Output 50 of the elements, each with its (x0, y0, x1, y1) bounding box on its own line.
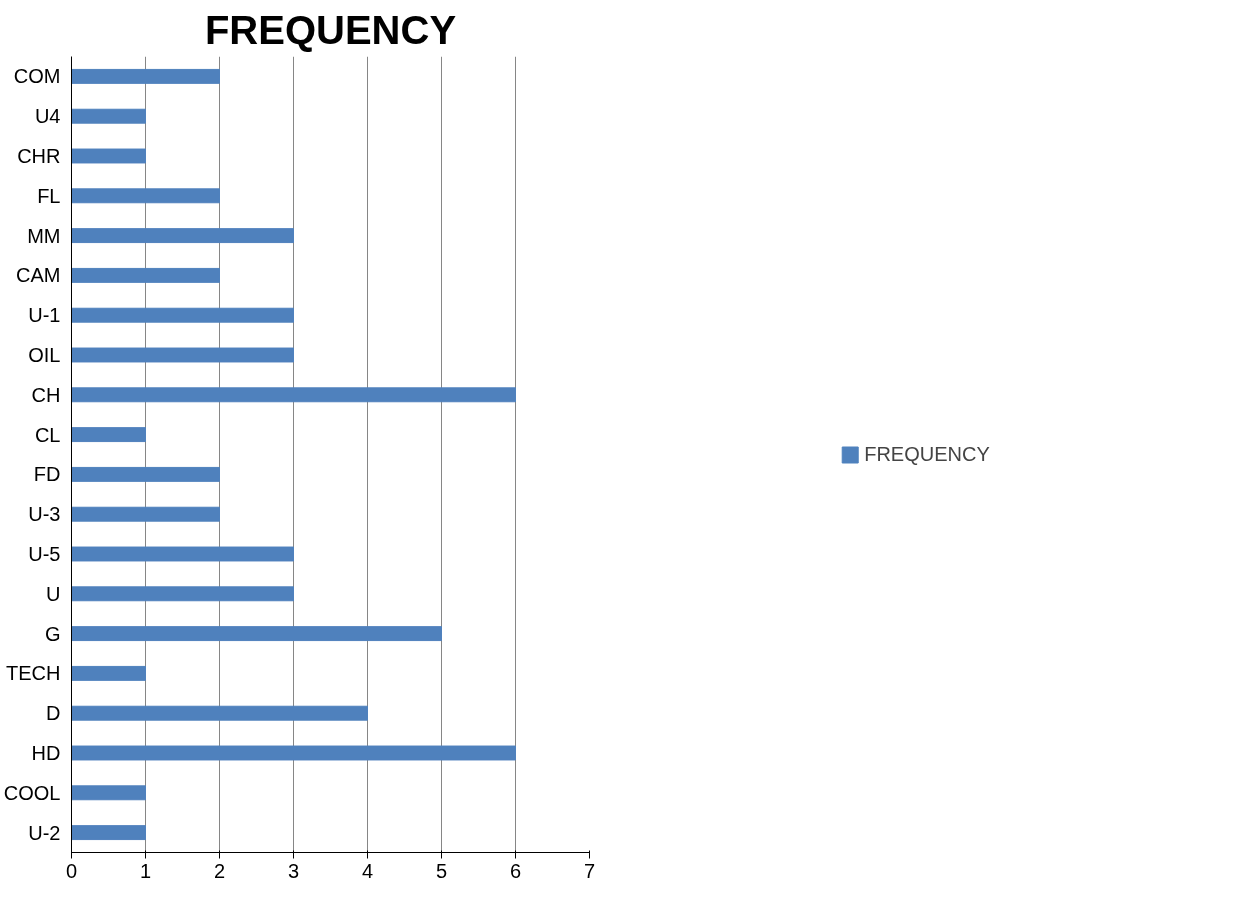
bar (71, 68, 220, 84)
bar (71, 148, 146, 164)
y-tick-label: CL (34, 423, 61, 446)
bar (71, 546, 294, 562)
y-tick-label: TECH (6, 662, 61, 685)
y-tick-label: HD (31, 742, 61, 764)
y-tick-label: U4 (34, 105, 61, 128)
bar (71, 347, 294, 363)
bar (71, 705, 368, 721)
x-tick-label: 6 (509, 859, 522, 882)
chart-title: FREQUENCY (204, 7, 457, 52)
y-tick-label: CHR (17, 145, 61, 167)
x-tick-label: 4 (361, 859, 374, 882)
y-tick-label: U-5 (28, 543, 61, 565)
bar (71, 228, 294, 244)
y-tick-label: FL (37, 184, 61, 207)
bar (71, 626, 442, 642)
bar (71, 785, 146, 801)
y-tick-label: COOL (3, 781, 61, 804)
bar (71, 665, 146, 681)
legend-label: FREQUENCY (864, 442, 990, 466)
bar (71, 506, 220, 522)
x-tick-label: 7 (583, 859, 596, 882)
bar (71, 825, 146, 841)
x-tick-label: 3 (287, 859, 300, 882)
bar (71, 267, 220, 283)
x-tick-label: 0 (65, 859, 78, 882)
bar (71, 307, 294, 323)
bar (71, 745, 516, 761)
bar (71, 466, 220, 482)
y-tick-label: CAM (16, 264, 61, 287)
y-tick-label: OIL (28, 344, 61, 366)
bar (71, 188, 220, 204)
bar (71, 586, 294, 602)
y-tick-label: U-1 (28, 304, 61, 327)
y-tick-label: CH (31, 383, 61, 406)
y-tick-label: U (46, 582, 61, 605)
bar (71, 427, 146, 443)
x-tick-label: 5 (435, 859, 448, 882)
y-tick-label: D (46, 702, 61, 725)
y-tick-label: U-3 (28, 503, 61, 526)
y-tick-label: MM (27, 224, 61, 247)
y-tick-label: U-2 (28, 821, 61, 844)
y-tick-label: G (44, 622, 61, 645)
x-tick-label: 1 (139, 859, 152, 882)
y-tick-label: FD (33, 463, 61, 486)
bar (71, 387, 516, 403)
x-tick-label: 2 (213, 859, 226, 882)
y-tick-label: COM (13, 65, 61, 88)
bar (71, 108, 146, 124)
